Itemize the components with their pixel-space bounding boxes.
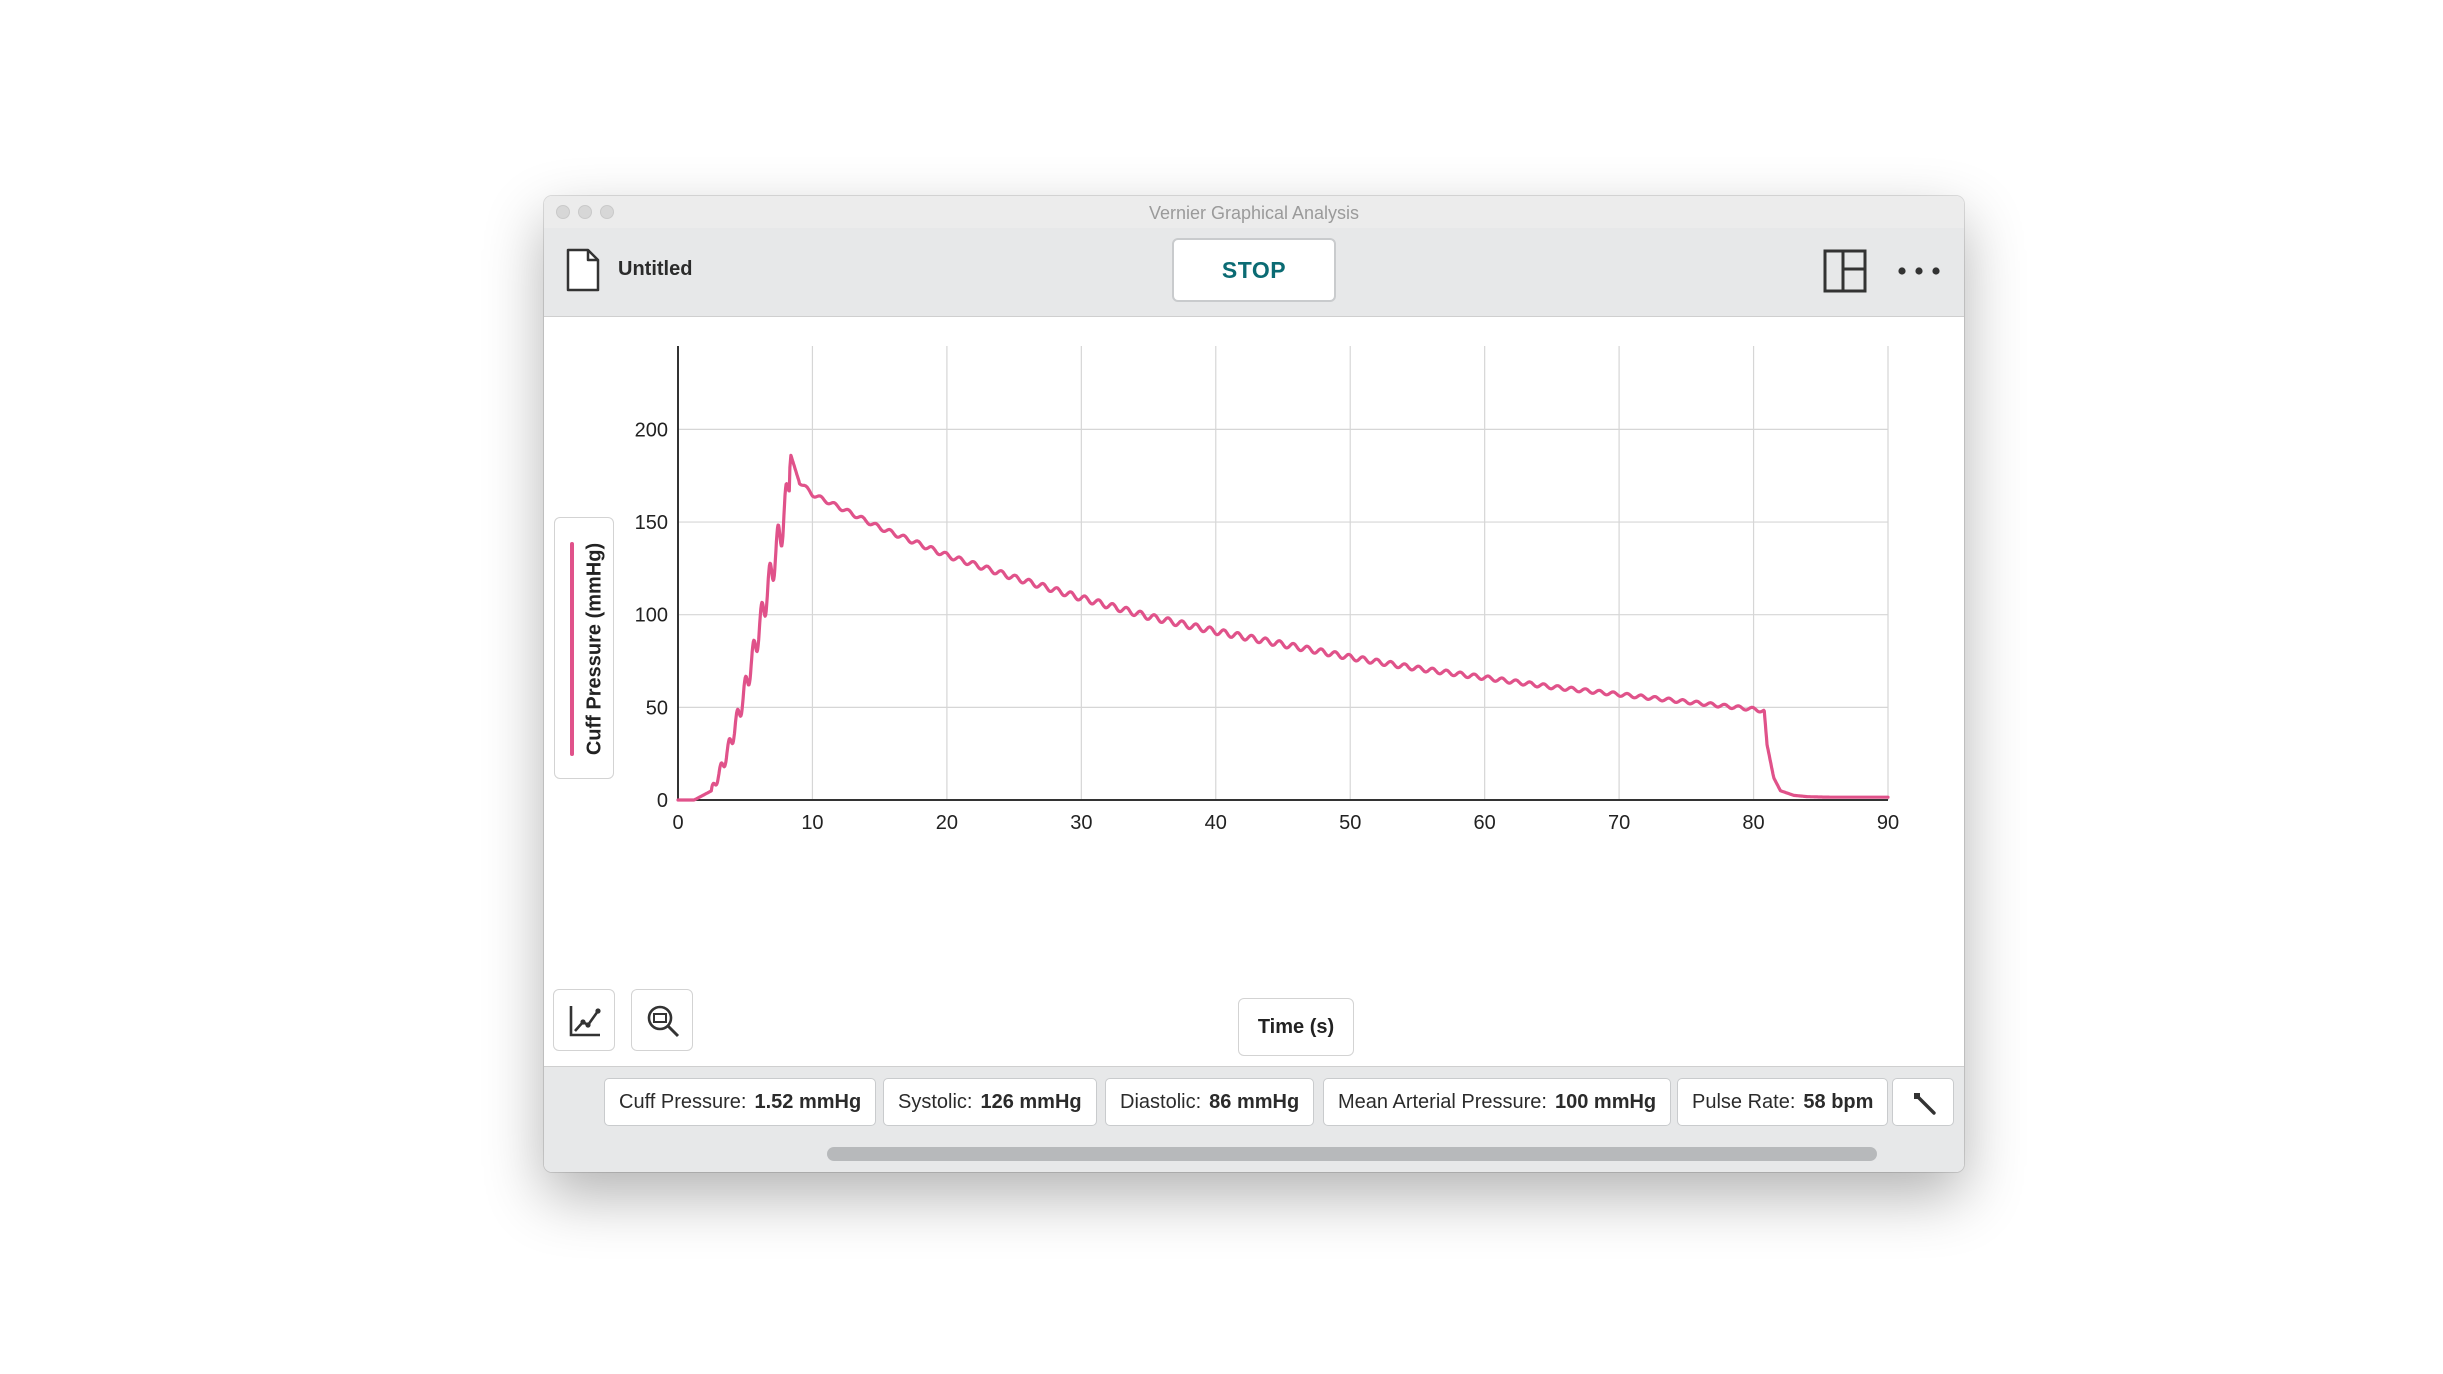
x-tick-label: 80 [1742,812,1764,834]
y-tick-label: 0 [657,790,668,812]
close-window-button[interactable] [556,205,570,219]
x-tick-label: 20 [936,812,958,834]
title-bar[interactable]: Vernier Graphical Analysis [544,196,1964,229]
meter-value: 1.52 mmHg [754,1091,862,1113]
meter-label: Systolic: [898,1091,973,1113]
zoom-button[interactable] [631,989,693,1051]
graph-area: 0 10 20 30 40 50 60 70 80 90 0 50 100 150 200 Cuff Pre… [544,317,1964,1066]
meter-pulse-rate[interactable]: Pulse Rate: 58 bpm [1677,1078,1889,1126]
x-tick-label: 40 [1205,812,1227,834]
x-tick-label: 30 [1070,812,1092,834]
x-tick-label: 60 [1474,812,1496,834]
wrench-icon [1914,1093,1936,1115]
x-tick-label: 0 [672,812,683,834]
more-options-icon[interactable] [1896,264,1942,278]
axes [677,346,1888,801]
y-axis-label-text: Cuff Pressure (mmHg) [583,542,606,756]
y-tick-label: 200 [635,419,668,441]
zoom-window-button[interactable] [600,205,614,219]
meter-label: Diastolic: [1120,1091,1202,1113]
zoom-icon [647,1005,680,1038]
meter-value: 58 bpm [1803,1091,1874,1113]
x-tick-label: 70 [1608,812,1630,834]
y-tick-label: 50 [646,697,668,719]
meter-label: Mean Arterial Pressure: [1338,1091,1547,1113]
y-tick-label: 150 [635,512,668,534]
y-tick-label: 100 [635,605,668,627]
stop-button[interactable]: STOP [1172,238,1336,302]
meter-diastolic[interactable]: Diastolic: 86 mmHg [1105,1078,1315,1126]
x-tick-label: 90 [1877,812,1899,834]
meter-value: 126 mmHg [980,1091,1082,1113]
toolbar: Untitled STOP [544,228,1964,317]
meter-value: 100 mmHg [1554,1091,1657,1113]
meter-label: Cuff Pressure: [619,1091,747,1113]
horizontal-scrollbar[interactable] [827,1147,1877,1161]
line-chart[interactable]: 0 10 20 30 40 50 60 70 80 90 0 50 100 150 200 [544,317,1964,1066]
tick-labels: 0 10 20 30 40 50 60 70 80 90 0 50 100 150 200 [635,419,1900,834]
x-tick-label: 50 [1339,812,1361,834]
meter-settings-button[interactable] [1892,1078,1954,1126]
x-axis-label[interactable]: Time (s) [1238,998,1354,1056]
grid-lines [678,346,1889,800]
y-axis-label[interactable]: Cuff Pressure (mmHg) [554,517,614,779]
minimize-window-button[interactable] [578,205,592,219]
series-color-swatch [570,542,574,756]
meter-mean-arterial-pressure[interactable]: Mean Arterial Pressure: 100 mmHg [1323,1078,1672,1126]
file-name[interactable]: Untitled [618,258,693,280]
graph-line-icon [569,1006,601,1037]
meter-systolic[interactable]: Systolic: 126 mmHg [883,1078,1097,1126]
layout-panels-icon[interactable] [1822,248,1868,294]
x-tick-label: 10 [801,812,823,834]
meter-value: 86 mmHg [1209,1091,1300,1113]
window-title: Vernier Graphical Analysis [1148,203,1360,223]
app-window: Vernier Graphical Analysis Untitled STOP… [544,196,1964,1172]
meter-cuff-pressure[interactable]: Cuff Pressure: 1.52 mmHg [604,1078,877,1126]
meters-bar: Cuff Pressure: 1.52 mmHg Systolic: 126 mmH… [544,1066,1964,1172]
document-icon[interactable] [566,248,600,292]
graph-tools-button[interactable] [553,989,615,1051]
meter-label: Pulse Rate: [1692,1091,1796,1113]
series-line-cuff-pressure [676,453,1890,802]
